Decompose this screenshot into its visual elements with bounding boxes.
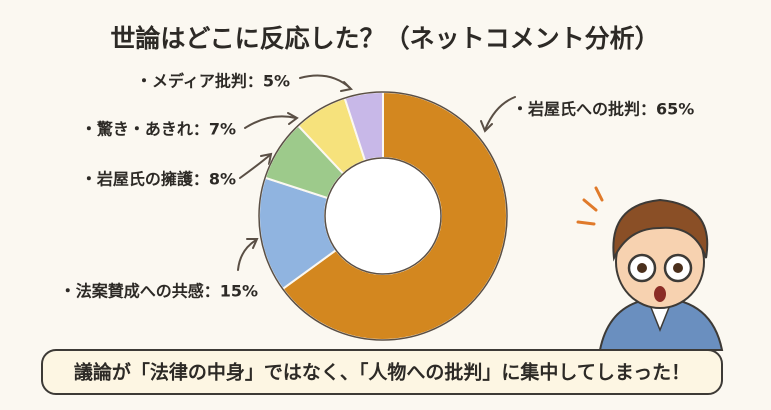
arrow — [484, 96, 516, 131]
donut-outline — [258, 91, 508, 341]
arrow-head — [246, 238, 259, 249]
segment-label: ・メディア批判：5% — [136, 72, 290, 91]
character-mouth — [654, 286, 666, 302]
character — [576, 186, 724, 351]
character-eye — [637, 263, 647, 273]
segment-label: ・驚き・あきれ：7% — [81, 120, 236, 139]
segment-label: ・岩屋氏の擁護：8% — [81, 170, 236, 189]
donut-hole — [324, 157, 442, 275]
caption-box — [41, 349, 723, 395]
character-eye — [673, 263, 683, 273]
segment-label: ・岩屋氏への批判：65% — [512, 100, 694, 119]
segment-label: ・法案賛成への共感：15% — [60, 282, 258, 301]
arrow — [244, 115, 297, 129]
arrow-head — [287, 112, 299, 125]
arrows — [237, 74, 516, 271]
surprise-marks — [576, 186, 604, 226]
arrow-head — [260, 152, 273, 165]
arrow — [239, 154, 271, 179]
character-hair — [612, 198, 709, 262]
caption: 議論が「法律の中身」ではなく、「人物への批判」に集中してしまった！ — [74, 361, 690, 384]
chart-title: 世論はどこに反応した？（ネットコメント分析） — [110, 24, 659, 53]
arrow — [237, 239, 257, 271]
arrow-head — [480, 120, 493, 133]
arrow-head — [340, 81, 354, 92]
